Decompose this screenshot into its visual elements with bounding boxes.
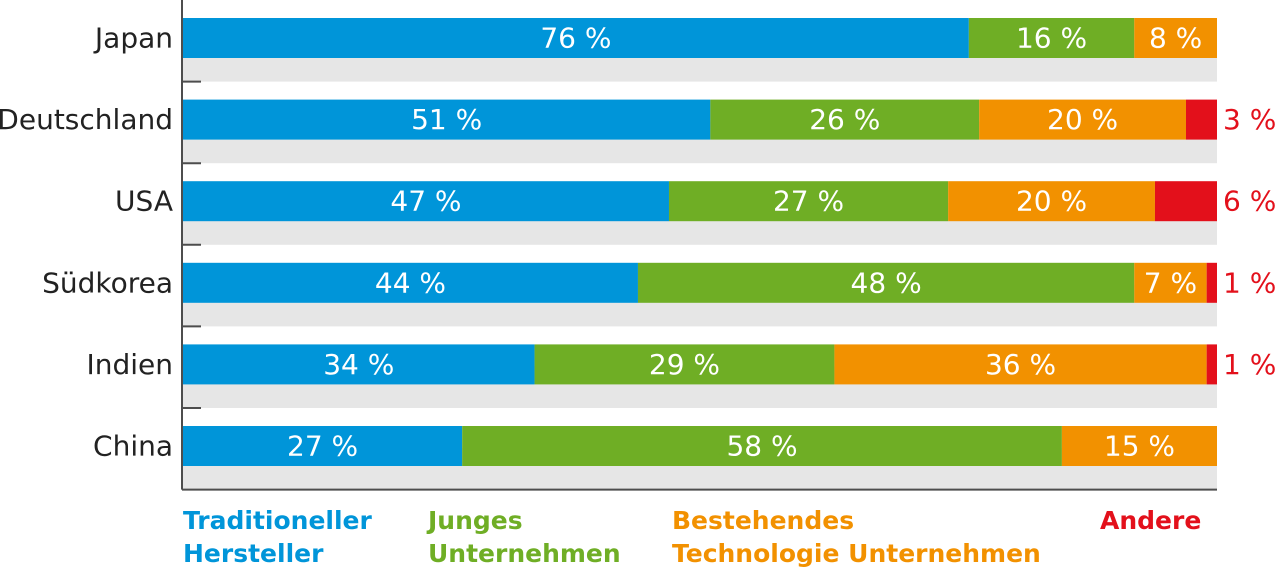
bar-segment-traditioneller-hersteller-deutschland (183, 99, 711, 140)
value-label-bestehendes-technologie-unternehmen-indien: 36 % (985, 348, 1056, 381)
category-label-japan: Japan (93, 22, 173, 55)
legend-item-bestehendes-technologie-unternehmen: Bestehendes Technologie Unternehmen (672, 506, 1041, 568)
bar-segment-andere-indien (1206, 344, 1217, 385)
value-label-junges-unternehmen-suedkorea: 48 % (851, 266, 922, 299)
value-label-traditioneller-hersteller-indien: 34 % (323, 348, 394, 381)
value-label-andere-indien: 1 % (1223, 348, 1276, 381)
bar-segment-bestehendes-technologie-unternehmen-usa (948, 181, 1155, 222)
value-label-bestehendes-technologie-unternehmen-japan: 8 % (1149, 22, 1202, 55)
value-label-traditioneller-hersteller-suedkorea: 44 % (375, 266, 446, 299)
bar-segment-junges-unternehmen-usa (668, 181, 949, 222)
legend-item-junges-unternehmen: Junges Unternehmen (428, 506, 621, 568)
stacked-bar-chart: Japan 76 % 16 % 8 % Deutschland 51 % 26 % 20 % 3… (0, 0, 1276, 491)
bar-segment-bestehendes-technologie-unternehmen-indien (834, 344, 1207, 385)
bar-segment-traditioneller-hersteller-japan (183, 18, 969, 58)
bar-segment-junges-unternehmen-indien (534, 344, 835, 385)
value-label-bestehendes-technologie-unternehmen-china: 15 % (1104, 430, 1175, 463)
value-label-junges-unternehmen-usa: 27 % (773, 185, 844, 218)
value-label-junges-unternehmen-deutschland: 26 % (809, 103, 880, 136)
category-label-china: China (93, 430, 173, 463)
category-label-deutschland: Deutschland (0, 103, 173, 136)
legend-item-traditioneller-hersteller: Traditioneller Hersteller (183, 506, 372, 568)
bar-segment-junges-unternehmen-deutschland (710, 99, 980, 140)
bar-segment-traditioneller-hersteller-indien (183, 344, 535, 385)
value-label-andere-suedkorea: 1 % (1223, 266, 1276, 299)
value-label-junges-unternehmen-indien: 29 % (649, 348, 720, 381)
value-label-andere-usa: 6 % (1223, 185, 1276, 218)
category-label-usa: USA (115, 185, 173, 218)
bar-segment-traditioneller-hersteller-usa (183, 181, 669, 222)
bar-segment-andere-deutschland (1185, 99, 1217, 140)
bar-segment-andere-usa (1154, 181, 1217, 222)
value-label-traditioneller-hersteller-deutschland: 51 % (411, 103, 482, 136)
category-label-suedkorea: Südkorea (42, 266, 173, 299)
value-label-junges-unternehmen-japan: 16 % (1016, 22, 1087, 55)
legend-item-andere: Andere (1100, 506, 1202, 535)
bar-segment-bestehendes-technologie-unternehmen-japan (1134, 18, 1217, 58)
legend: Traditioneller Hersteller Junges Unterneh… (0, 500, 1280, 577)
bar-segment-junges-unternehmen-suedkorea (637, 262, 1135, 303)
bar-segment-andere-suedkorea (1206, 262, 1217, 303)
value-label-andere-deutschland: 3 % (1223, 103, 1276, 136)
bar-segment-bestehendes-technologie-unternehmen-suedkorea (1134, 262, 1207, 303)
bar-segment-bestehendes-technologie-unternehmen-china (1061, 426, 1217, 466)
bar-segment-junges-unternehmen-japan (968, 18, 1135, 58)
value-label-bestehendes-technologie-unternehmen-suedkorea: 7 % (1144, 266, 1197, 299)
value-label-junges-unternehmen-china: 58 % (726, 430, 797, 463)
value-label-traditioneller-hersteller-japan: 76 % (540, 22, 611, 55)
bar-segment-traditioneller-hersteller-china (183, 426, 463, 466)
category-label-indien: Indien (86, 348, 173, 381)
value-label-traditioneller-hersteller-usa: 47 % (390, 185, 461, 218)
value-label-bestehendes-technologie-unternehmen-deutschland: 20 % (1047, 103, 1118, 136)
bar-segment-traditioneller-hersteller-suedkorea (183, 262, 638, 303)
value-label-traditioneller-hersteller-china: 27 % (287, 430, 358, 463)
value-label-bestehendes-technologie-unternehmen-usa: 20 % (1016, 185, 1087, 218)
bar-segment-bestehendes-technologie-unternehmen-deutschland (979, 99, 1186, 140)
bar-segment-junges-unternehmen-china (462, 426, 1062, 466)
